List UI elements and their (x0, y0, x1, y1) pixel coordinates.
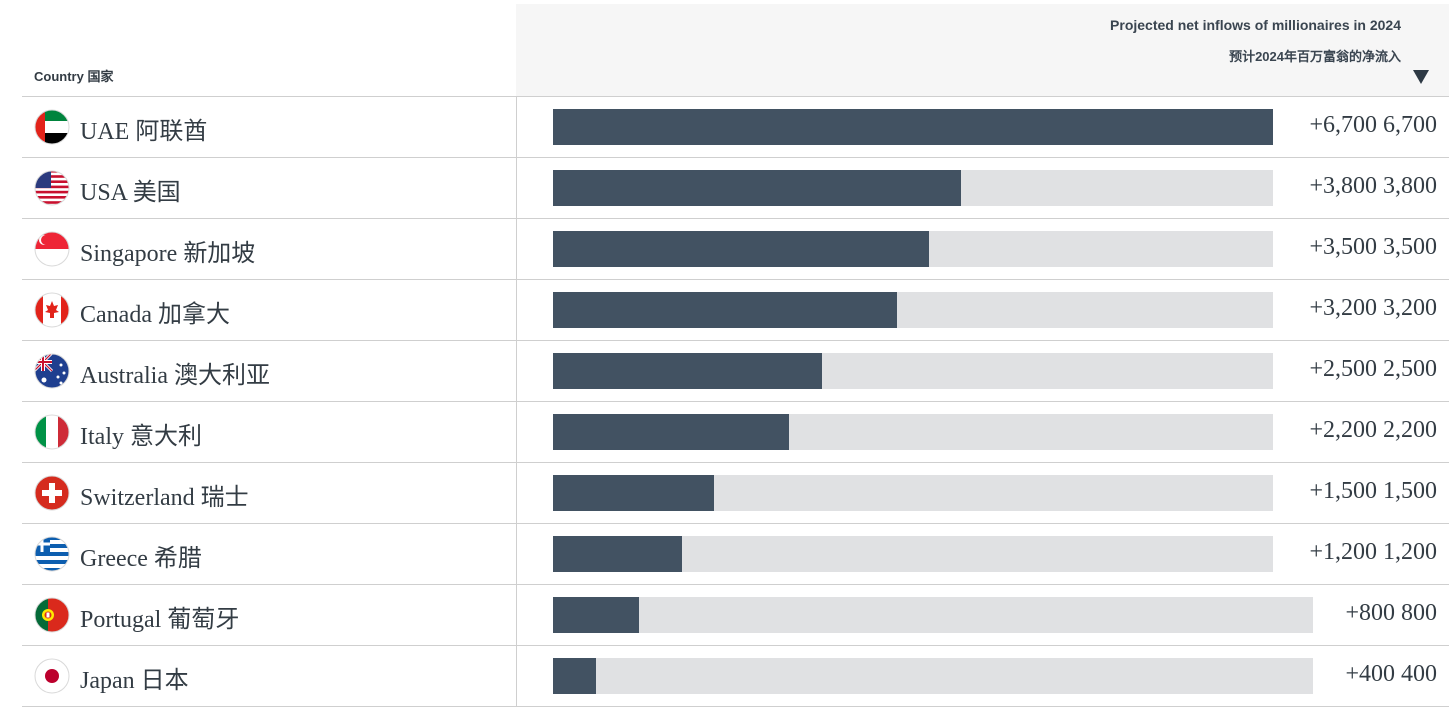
country-cell: Canada 加拿大 (22, 280, 516, 340)
value-label: +6,700 6,700 (1309, 112, 1437, 138)
bar-track (553, 414, 1273, 450)
value-cell: +400 400 (516, 646, 1449, 706)
italy-flag-icon (34, 414, 70, 450)
table-body: UAE 阿联酋 +6,700 6,700 USA 美国 +3,800 3,800 Sin… (22, 97, 1449, 707)
country-label: USA 美国 (80, 180, 181, 206)
value-cell: +2,500 2,500 (516, 341, 1449, 401)
country-column-header[interactable]: Country 国家 (34, 69, 114, 84)
bar-track (553, 475, 1273, 511)
value-cell: +2,200 2,200 (516, 402, 1449, 462)
country-cell: Australia 澳大利亚 (22, 341, 516, 401)
country-cell: USA 美国 (22, 158, 516, 218)
value-cell: +1,200 1,200 (516, 524, 1449, 584)
value-cell: +1,500 1,500 (516, 463, 1449, 523)
switzerland-flag-icon (34, 475, 70, 511)
value-label: +1,200 1,200 (1309, 539, 1437, 565)
country-label: Canada 加拿大 (80, 302, 230, 328)
bar[interactable] (553, 231, 929, 267)
bar-track (553, 231, 1273, 267)
canada-flag-icon (34, 292, 70, 328)
country-cell: Japan 日本 (22, 646, 516, 706)
table-row[interactable]: Italy 意大利 +2,200 2,200 (22, 402, 1449, 463)
country-label: Italy 意大利 (80, 424, 202, 450)
value-column-title: Projected net inflows of millionaires in… (1110, 17, 1401, 33)
value-cell: +6,700 6,700 (516, 97, 1449, 157)
country-cell: Italy 意大利 (22, 402, 516, 462)
value-label: +3,800 3,800 (1309, 173, 1437, 199)
table-row[interactable]: USA 美国 +3,800 3,800 (22, 158, 1449, 219)
country-cell: Switzerland 瑞士 (22, 463, 516, 523)
uae-flag-icon (34, 109, 70, 145)
bar-track (553, 170, 1273, 206)
bar[interactable] (553, 597, 639, 633)
value-label: +400 400 (1345, 661, 1437, 687)
value-column-header[interactable]: Projected net inflows of millionaires in… (516, 4, 1449, 96)
bar[interactable] (553, 292, 897, 328)
bar[interactable] (553, 658, 596, 694)
table-row[interactable]: Switzerland 瑞士 +1,500 1,500 (22, 463, 1449, 524)
bar[interactable] (553, 536, 682, 572)
greece-flag-icon (34, 536, 70, 572)
bar[interactable] (553, 414, 789, 450)
value-cell: +800 800 (516, 585, 1449, 645)
country-label: Japan 日本 (80, 668, 189, 694)
value-label: +2,200 2,200 (1309, 417, 1437, 443)
table-row[interactable]: Singapore 新加坡 +3,500 3,500 (22, 219, 1449, 280)
country-label: Australia 澳大利亚 (80, 363, 270, 389)
table-row[interactable]: UAE 阿联酋 +6,700 6,700 (22, 97, 1449, 158)
inflow-table: Country 国家 Projected net inflows of mill… (22, 4, 1449, 707)
table-header: Country 国家 Projected net inflows of mill… (22, 4, 1449, 97)
bar[interactable] (553, 109, 1273, 145)
country-cell: Singapore 新加坡 (22, 219, 516, 279)
bar[interactable] (553, 475, 714, 511)
country-cell: Greece 希腊 (22, 524, 516, 584)
value-cell: +3,800 3,800 (516, 158, 1449, 218)
country-label: Singapore 新加坡 (80, 241, 256, 267)
usa-flag-icon (34, 170, 70, 206)
bar-track (553, 536, 1273, 572)
country-label: Greece 希腊 (80, 546, 202, 572)
portugal-flag-icon (34, 597, 70, 633)
table-row[interactable]: Australia 澳大利亚 +2,500 2,500 (22, 341, 1449, 402)
table-row[interactable]: Canada 加拿大 +3,200 3,200 (22, 280, 1449, 341)
bar[interactable] (553, 170, 961, 206)
bar-track (553, 109, 1273, 145)
australia-flag-icon (34, 353, 70, 389)
bar-track (553, 353, 1273, 389)
bar-track (553, 292, 1273, 328)
value-column-subtitle: 预计2024年百万富翁的净流入 (1229, 49, 1401, 64)
country-cell: UAE 阿联酋 (22, 97, 516, 157)
value-label: +3,200 3,200 (1309, 295, 1437, 321)
value-cell: +3,500 3,500 (516, 219, 1449, 279)
bar[interactable] (553, 353, 822, 389)
country-label: Portugal 葡萄牙 (80, 607, 240, 633)
country-cell: Portugal 葡萄牙 (22, 585, 516, 645)
japan-flag-icon (34, 658, 70, 694)
table-row[interactable]: Portugal 葡萄牙 +800 800 (22, 585, 1449, 646)
country-label: Switzerland 瑞士 (80, 485, 249, 511)
table-row[interactable]: Greece 希腊 +1,200 1,200 (22, 524, 1449, 585)
bar-track (553, 597, 1313, 633)
value-label: +1,500 1,500 (1309, 478, 1437, 504)
sort-descending-icon[interactable] (1413, 70, 1429, 84)
value-label: +3,500 3,500 (1309, 234, 1437, 260)
singapore-flag-icon (34, 231, 70, 267)
value-label: +2,500 2,500 (1309, 356, 1437, 382)
value-cell: +3,200 3,200 (516, 280, 1449, 340)
table-row[interactable]: Japan 日本 +400 400 (22, 646, 1449, 707)
country-label: UAE 阿联酋 (80, 119, 208, 145)
bar-track (553, 658, 1313, 694)
value-label: +800 800 (1345, 600, 1437, 626)
